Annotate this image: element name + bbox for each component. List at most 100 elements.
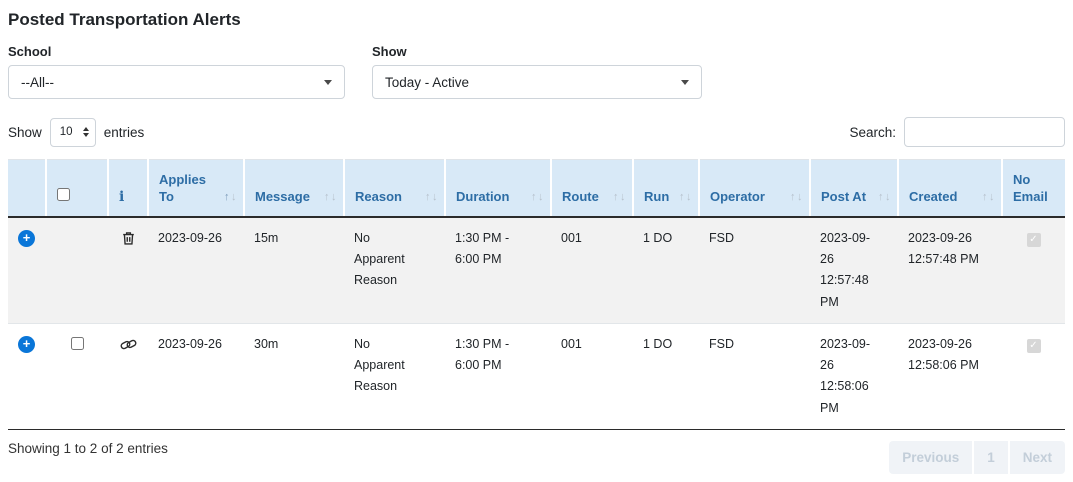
- pagination-next-button[interactable]: Next: [1009, 440, 1065, 474]
- alerts-table-header: i Applies To ↑ ↓ Message ↑ ↓ Reason ↑ ↓ Duration ↑ ↓…: [8, 158, 1065, 218]
- route-cell: 001: [551, 217, 633, 324]
- search-label: Search:: [849, 124, 896, 140]
- message-value: 30m: [254, 336, 279, 351]
- column-header-select: [46, 158, 109, 218]
- sort-arrows-icon: ↑ ↓: [531, 191, 544, 204]
- trash-icon[interactable]: [121, 230, 136, 253]
- run-cell: 1 DO: [633, 217, 699, 324]
- post_at-value: 2023-09-26 12:58:06 PM: [820, 336, 871, 415]
- sort-arrows-icon: ↑ ↓: [324, 191, 337, 204]
- select-all-checkbox[interactable]: [57, 187, 70, 201]
- column-header-message[interactable]: Message ↑ ↓: [244, 158, 345, 218]
- operator-value: FSD: [709, 230, 734, 245]
- pagination-previous-button[interactable]: Previous: [889, 440, 973, 474]
- spinner-arrows-icon: [82, 127, 89, 137]
- table-footer-row: Showing 1 to 2 of 2 entries Previous 1 Nex…: [8, 440, 1065, 474]
- applies_to-cell: 2023-09-26: [148, 322, 244, 430]
- action-cell: [108, 322, 148, 430]
- column-header-label: Reason: [355, 188, 402, 204]
- sort-arrows-icon: ↑ ↓: [790, 191, 803, 204]
- reason-value: No Apparent Reason: [354, 230, 405, 288]
- search-control: Search:: [849, 117, 1065, 147]
- reason-cell: No Apparent Reason: [344, 322, 445, 430]
- reason-value: No Apparent Reason: [354, 336, 405, 394]
- expand-row-button[interactable]: +: [18, 335, 35, 353]
- expand-cell: +: [8, 217, 46, 324]
- sort-arrows-icon: ↑ ↓: [878, 191, 891, 204]
- select-cell: [46, 322, 108, 430]
- reason-cell: No Apparent Reason: [344, 217, 445, 324]
- link-icon[interactable]: [120, 336, 137, 360]
- search-input[interactable]: [904, 117, 1065, 147]
- table-row: +2023-09-26 15m No Apparent Reason 1:30 PM …: [8, 216, 1065, 324]
- column-header-run[interactable]: Run ↑ ↓: [633, 158, 700, 218]
- column-header-created[interactable]: Created ↑ ↓: [898, 158, 1003, 218]
- created-cell: 2023-09-26 12:58:06 PM: [898, 322, 1002, 430]
- column-header-route[interactable]: Route ↑ ↓: [551, 158, 634, 218]
- column-header-applies_to[interactable]: Applies To ↑ ↓: [148, 158, 245, 218]
- header-row: i Applies To ↑ ↓ Message ↑ ↓ Reason ↑ ↓ Duration ↑ ↓…: [8, 158, 1065, 218]
- created-value: 2023-09-26 12:58:06 PM: [908, 336, 979, 373]
- route-value: 001: [561, 230, 582, 245]
- column-header-label: Message: [255, 188, 310, 204]
- expand-cell: +: [8, 322, 46, 430]
- no-email-checkbox-checked-disabled: ✓: [1026, 232, 1041, 247]
- show-filter-select[interactable]: Today - Active: [372, 65, 702, 99]
- applies_to-value: 2023-09-26: [158, 230, 222, 245]
- column-header-label: Route: [562, 188, 599, 204]
- show-filter-select-value: Today - Active: [385, 74, 470, 90]
- message-cell: 30m: [244, 322, 344, 430]
- message-cell: 15m: [244, 217, 344, 324]
- duration-cell: 1:30 PM - 6:00 PM: [445, 217, 551, 324]
- table-row: +2023-09-26 30m No Apparent Reason 1:30 PM …: [8, 322, 1065, 430]
- no-email-cell: ✓: [1002, 322, 1065, 430]
- school-filter-label: School: [8, 44, 52, 59]
- school-select[interactable]: --All--: [8, 65, 345, 99]
- column-header-label: Run: [644, 188, 670, 204]
- column-header-label: Post At: [821, 188, 867, 204]
- duration-value: 1:30 PM - 6:00 PM: [455, 230, 510, 267]
- operator-cell: FSD: [699, 322, 810, 430]
- column-header-reason[interactable]: Reason ↑ ↓: [344, 158, 446, 218]
- expand-row-button[interactable]: +: [18, 229, 35, 247]
- sort-arrows-icon: ↑ ↓: [982, 191, 995, 204]
- alerts-table: i Applies To ↑ ↓ Message ↑ ↓ Reason ↑ ↓ Duration ↑ ↓…: [8, 158, 1065, 430]
- row-select-checkbox[interactable]: [70, 336, 84, 350]
- table-info-text: Showing 1 to 2 of 2 entries: [8, 440, 168, 456]
- alerts-table-body: +2023-09-26 15m No Apparent Reason 1:30 PM …: [8, 216, 1065, 430]
- duration-cell: 1:30 PM - 6:00 PM: [445, 322, 551, 430]
- applies_to-cell: 2023-09-26: [148, 217, 244, 324]
- run-value: 1 DO: [643, 230, 673, 245]
- post_at-value: 2023-09-26 12:57:48 PM: [820, 230, 871, 309]
- show-filter-group: Show Today - Active: [372, 44, 702, 99]
- page-length-suffix: entries: [103, 124, 145, 140]
- chevron-down-icon: [681, 80, 689, 85]
- column-header-label: Duration: [456, 188, 510, 204]
- created-cell: 2023-09-26 12:57:48 PM: [898, 217, 1002, 324]
- page-length-value: 10: [59, 126, 73, 138]
- operator-value: FSD: [709, 336, 734, 351]
- column-header-label: No Email: [1013, 172, 1048, 204]
- applies_to-value: 2023-09-26: [158, 336, 222, 351]
- pagination-page-1-button[interactable]: 1: [974, 440, 1008, 474]
- action-cell: [108, 217, 148, 324]
- sort-arrows-icon: ↑ ↓: [425, 191, 438, 204]
- post_at-cell: 2023-09-26 12:58:06 PM: [810, 322, 898, 430]
- page-length-select[interactable]: 10: [49, 117, 96, 147]
- created-value: 2023-09-26 12:57:48 PM: [908, 230, 979, 267]
- no-email-cell: ✓: [1002, 217, 1065, 324]
- select-cell: [46, 217, 108, 324]
- column-header-operator[interactable]: Operator ↑ ↓: [699, 158, 811, 218]
- posted-transportation-alerts-panel: Posted Transportation Alerts School --Al…: [8, 10, 1065, 474]
- column-header-no_email: No Email: [1002, 158, 1065, 218]
- column-header-action: i: [108, 158, 149, 218]
- page-title: Posted Transportation Alerts: [8, 10, 241, 29]
- page-length-prefix: Show: [8, 124, 42, 140]
- route-value: 001: [561, 336, 582, 351]
- column-header-label: Created: [909, 188, 958, 204]
- run-value: 1 DO: [643, 336, 673, 351]
- column-header-duration[interactable]: Duration ↑ ↓: [445, 158, 552, 218]
- column-header-post_at[interactable]: Post At ↑ ↓: [810, 158, 899, 218]
- column-header-label: Operator: [710, 188, 765, 204]
- pagination: Previous 1 Next: [887, 440, 1065, 474]
